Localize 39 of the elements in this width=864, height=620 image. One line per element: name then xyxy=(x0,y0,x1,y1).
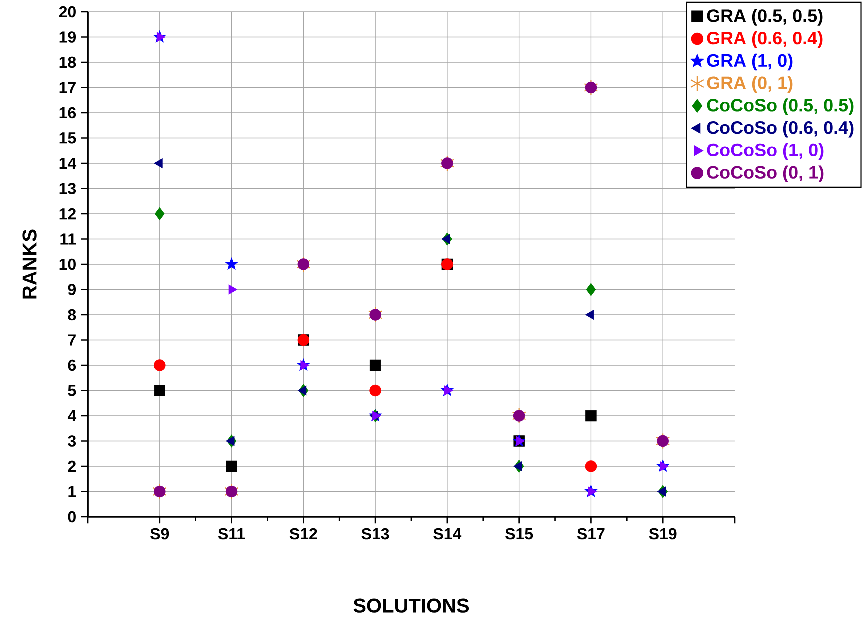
y-tick-label: 1 xyxy=(68,486,76,498)
y-tick-label: 8 xyxy=(68,309,76,321)
x-tick-label: S17 xyxy=(577,528,605,540)
legend-label: CoCoSo (1, 0) xyxy=(707,143,824,160)
y-tick-label: 17 xyxy=(60,82,76,94)
x-tick-label: S11 xyxy=(218,528,246,540)
y-tick-label: 12 xyxy=(60,208,76,220)
y-tick-label: 4 xyxy=(68,410,77,422)
x-tick-label: S14 xyxy=(434,528,462,540)
legend-label: GRA (0.5, 0.5) xyxy=(707,9,823,26)
y-tick-label: 16 xyxy=(60,107,76,119)
y-tick-label: 10 xyxy=(60,258,76,270)
y-tick-label: 19 xyxy=(60,32,76,43)
y-tick-label: 18 xyxy=(60,56,76,68)
legend-label: CoCoSo (0.6, 0.4) xyxy=(707,120,854,138)
y-tick-label: 7 xyxy=(68,334,76,346)
y-tick-label: 13 xyxy=(60,183,76,194)
y-axis-title: RANKS xyxy=(22,230,37,299)
x-tick-label: S19 xyxy=(649,528,677,540)
legend-label: CoCoSo (0.5, 0.5) xyxy=(707,98,854,116)
x-tick-label: S13 xyxy=(362,528,390,540)
x-tick-label: S15 xyxy=(506,528,534,540)
y-tick-label: 9 xyxy=(68,284,76,296)
y-tick-label: 2 xyxy=(68,460,76,472)
y-tick-label: 14 xyxy=(60,158,77,169)
y-tick-label: 11 xyxy=(60,234,76,245)
y-tick-label: 20 xyxy=(59,6,76,18)
x-tick-label: S12 xyxy=(290,528,318,540)
y-tick-label: 5 xyxy=(68,385,76,396)
x-axis-title: SOLUTIONS xyxy=(354,598,470,613)
legend-label: GRA (1, 0) xyxy=(707,54,793,71)
legend-label: GRA (0.6, 0.4) xyxy=(707,31,823,48)
y-tick-label: 6 xyxy=(68,360,76,372)
y-tick-label: 0 xyxy=(68,511,76,523)
x-tick-label: S9 xyxy=(150,528,170,540)
y-tick-label: 15 xyxy=(60,132,76,144)
legend-label: CoCoSo (0, 1) xyxy=(707,166,824,183)
legend-label: GRA (0, 1) xyxy=(707,76,793,94)
y-tick-label: 3 xyxy=(68,436,76,447)
